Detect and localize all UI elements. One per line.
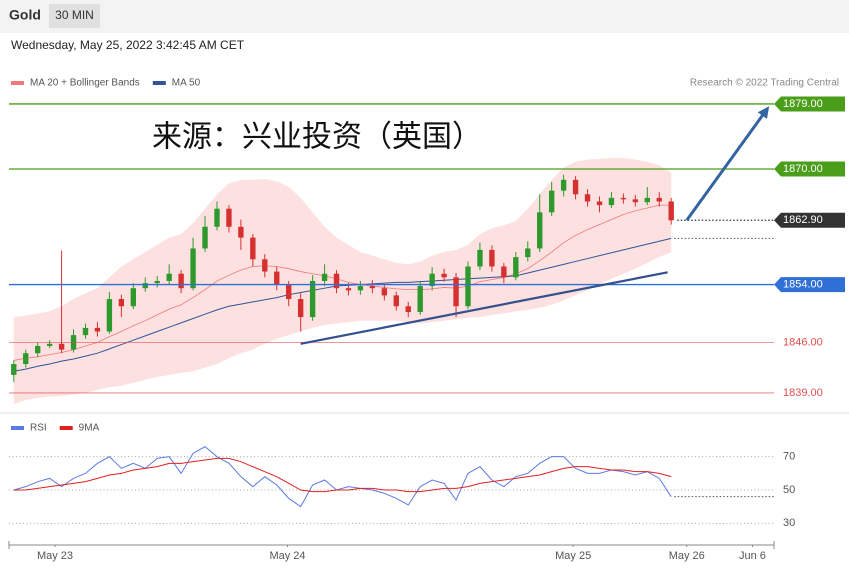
legend-label: MA 20 + Bollinger Bands xyxy=(30,78,140,89)
x-tick-label: May 24 xyxy=(269,550,305,562)
candle-body xyxy=(333,273,340,289)
trendline xyxy=(300,271,668,345)
source: Research © 2022 Trading Central xyxy=(690,78,839,89)
candle-body xyxy=(226,208,232,227)
candle-body xyxy=(250,237,256,260)
level-label: 1854.00 xyxy=(783,278,823,290)
ma-line xyxy=(13,237,672,372)
candle-body xyxy=(620,197,627,200)
candle-body xyxy=(369,286,376,289)
symbol: Gold xyxy=(9,7,41,23)
candle-body xyxy=(477,249,483,267)
candle-body xyxy=(393,295,399,307)
x-tick-label: May 26 xyxy=(669,550,705,562)
candle-body xyxy=(513,257,519,278)
candle-body xyxy=(668,201,674,221)
arrow-head xyxy=(757,106,770,119)
y-tick-label: 50 xyxy=(783,484,795,496)
legend-label: 9MA xyxy=(79,423,100,434)
candle-body xyxy=(58,343,65,350)
ma-line xyxy=(13,204,672,361)
candle-body xyxy=(178,273,184,289)
level-label: 1839.00 xyxy=(783,387,823,399)
candle-body xyxy=(501,266,507,278)
candle-body xyxy=(321,273,328,281)
candle-body xyxy=(34,345,41,354)
y-tick-label: 70 xyxy=(783,451,795,463)
candle-body xyxy=(262,259,268,272)
candle-body xyxy=(106,299,113,332)
candle-body xyxy=(381,288,388,296)
candle-body xyxy=(286,284,292,300)
candle-body xyxy=(465,266,471,307)
rsi-line xyxy=(13,457,672,493)
candle-body xyxy=(632,199,639,203)
level-label: 1862.90 xyxy=(783,214,823,226)
level-label: 1879.00 xyxy=(783,98,823,110)
arrow-shaft xyxy=(685,113,765,222)
legend-label: MA 50 xyxy=(172,78,201,89)
level-label: 1870.00 xyxy=(783,163,823,175)
x-tick-label: May 25 xyxy=(555,550,591,562)
candle-body xyxy=(537,212,543,249)
candle-body xyxy=(11,364,17,375)
level-label: 1846.00 xyxy=(783,336,823,348)
candle-body xyxy=(656,197,662,202)
header-bar xyxy=(0,0,849,33)
candle-body xyxy=(118,299,125,307)
candle-body xyxy=(429,273,435,287)
candle-body xyxy=(560,179,567,191)
candle-body xyxy=(345,288,352,291)
candle-body xyxy=(190,248,196,289)
candle-body xyxy=(417,286,423,313)
candle-body xyxy=(453,277,459,307)
candle-body xyxy=(23,353,29,365)
candle-body xyxy=(608,197,615,206)
candle-body xyxy=(441,273,447,278)
candle-body xyxy=(489,249,495,267)
candle-body xyxy=(297,299,304,318)
legend-swatch xyxy=(11,81,24,85)
candle-body xyxy=(525,248,531,258)
candle-body xyxy=(166,273,172,281)
price-plot xyxy=(11,158,674,404)
candle-body xyxy=(357,286,364,291)
level-tag xyxy=(774,161,845,177)
candle-body xyxy=(584,194,591,202)
candle-body xyxy=(405,306,411,313)
candle-body xyxy=(238,226,244,238)
candle-body xyxy=(309,280,316,318)
candle-body xyxy=(82,327,89,336)
y-tick-label: 30 xyxy=(783,517,795,529)
rsi-line xyxy=(13,446,672,508)
legend-swatch xyxy=(11,426,24,430)
candle-body xyxy=(572,179,579,195)
candle-body xyxy=(130,288,137,307)
candle-body xyxy=(274,271,280,285)
candle-body xyxy=(94,327,101,332)
level-tag xyxy=(774,277,845,293)
datetime: Wednesday, May 25, 2022 3:42:45 AM CET xyxy=(11,38,245,52)
candle-body xyxy=(214,208,220,227)
candle-body xyxy=(596,201,603,206)
timeframe[interactable]: 30 MIN xyxy=(55,8,94,22)
candle-body xyxy=(142,283,148,289)
candle-body xyxy=(548,190,555,213)
legend-swatch xyxy=(59,426,73,430)
x-tick-label: May 23 xyxy=(37,550,73,562)
x-tick-label: Jun 6 xyxy=(739,550,766,562)
timeframe-box[interactable] xyxy=(49,4,100,28)
candle-body xyxy=(46,343,53,346)
legend-label: RSI xyxy=(30,423,47,434)
level-tag xyxy=(774,212,845,228)
level-tag xyxy=(774,96,845,112)
chart-title: 来源：兴业投资（英国） xyxy=(152,120,482,155)
candle-body xyxy=(154,280,160,284)
legend-swatch xyxy=(152,81,166,85)
candle-body xyxy=(644,197,650,203)
candle-body xyxy=(202,226,208,249)
